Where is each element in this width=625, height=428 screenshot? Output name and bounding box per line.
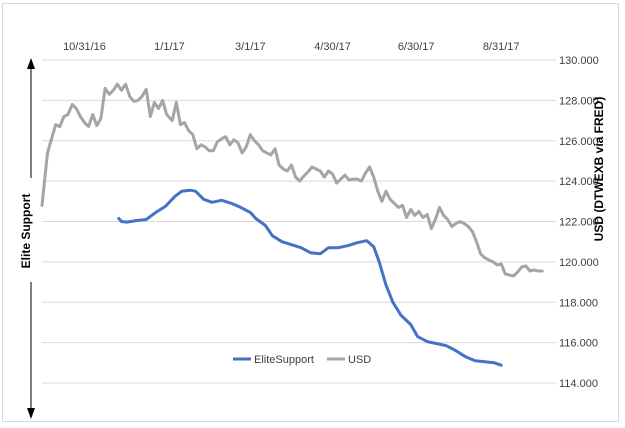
y-tick-label: 130.000 <box>559 55 599 67</box>
x-tick-label: 10/31/16 <box>63 41 106 53</box>
grid-lines <box>42 59 556 384</box>
legend-label-usd: USD <box>348 354 371 366</box>
y-right-tick-labels: 130.000 128.000 126.000 124.000 122.000 120.0… <box>559 55 599 390</box>
y-tick-label: 126.000 <box>559 136 599 148</box>
y-tick-label: 114.000 <box>559 378 598 390</box>
legend: EliteSupport USD <box>233 354 371 366</box>
left-axis-arrow <box>27 58 35 419</box>
x-tick-label: 1/1/17 <box>154 41 185 53</box>
series-line-usd <box>40 82 544 278</box>
x-tick-label: 3/1/17 <box>235 41 266 53</box>
x-tick-label: 8/31/17 <box>483 41 520 53</box>
y-tick-label: 116.000 <box>559 338 598 350</box>
legend-label-elitesupport: EliteSupport <box>254 354 314 366</box>
left-axis-label: Elite Support <box>19 194 33 269</box>
y-tick-label: 118.000 <box>559 297 598 309</box>
y-tick-label: 128.000 <box>559 95 599 107</box>
right-axis-label: USD (DTWEXB via FRED) <box>592 97 606 242</box>
x-tick-labels: 10/31/16 1/1/17 3/1/17 4/30/17 6/30/17 8/31/1… <box>63 41 519 53</box>
series-line-elitesupport <box>117 188 503 367</box>
x-tick-label: 4/30/17 <box>314 41 351 53</box>
y-tick-label: 124.000 <box>559 176 599 188</box>
x-tick-label: 6/30/17 <box>398 41 435 53</box>
y-tick-label: 122.000 <box>559 217 599 229</box>
y-tick-label: 120.000 <box>559 257 599 269</box>
chart-frame <box>2 3 619 422</box>
series-lines <box>40 82 544 367</box>
